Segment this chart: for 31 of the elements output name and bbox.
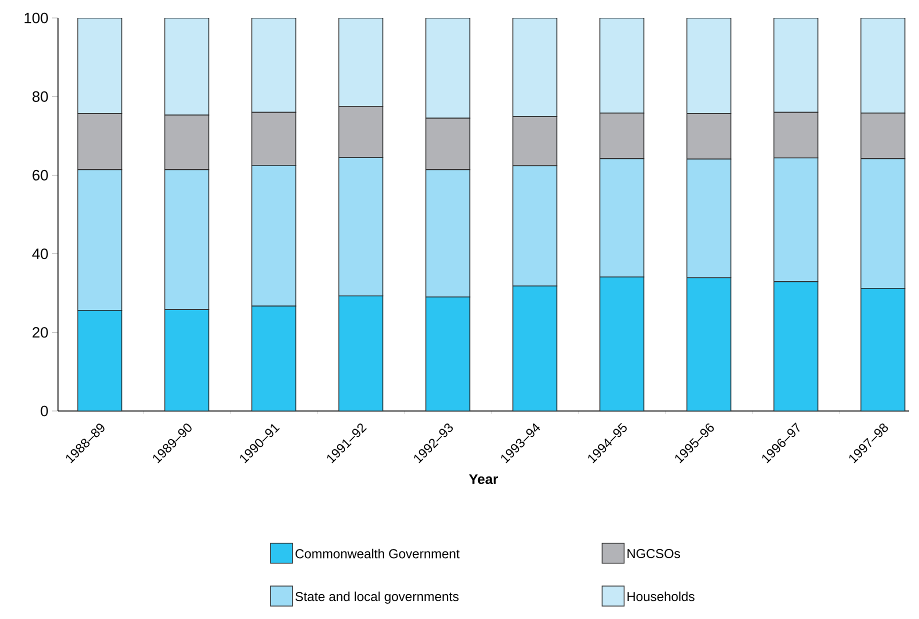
bar [338,18,384,107]
bar [774,281,818,411]
bar [860,288,906,411]
bar [599,276,644,411]
legend-label: State and local governments [295,592,459,604]
bar [686,18,732,114]
y-tick-label: 0 [40,406,48,416]
x-axis-title: Year [469,474,498,484]
y-tick-label: 40 [32,248,48,260]
y-tick-label: 100 [24,12,48,24]
bar [860,18,906,114]
bar [338,295,384,411]
bar [77,310,122,411]
bar [686,277,732,411]
y-tick-label: 20 [32,327,48,338]
legend-label: Commonwealth Government [296,548,460,558]
bar [251,306,296,411]
bar [512,286,558,411]
bar [425,18,470,119]
bar [599,18,644,114]
bar [512,18,558,118]
bar [164,309,210,411]
bar [164,18,210,116]
bar [251,18,296,113]
bar [774,18,818,113]
y-tick-label: 60 [32,170,48,180]
y-tick-label: 80 [32,91,48,102]
legend-label: NGCSOs [628,548,680,558]
bar [77,18,122,114]
bar [425,296,470,411]
legend-label: Households [628,592,694,602]
